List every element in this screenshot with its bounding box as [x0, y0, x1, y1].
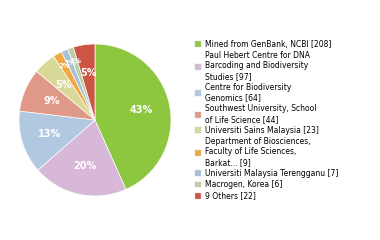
Wedge shape — [38, 120, 126, 196]
Wedge shape — [62, 49, 95, 120]
Wedge shape — [19, 111, 95, 170]
Wedge shape — [73, 44, 95, 120]
Legend: Mined from GenBank, NCBI [208], Paul Hebert Centre for DNA
Barcoding and Biodive: Mined from GenBank, NCBI [208], Paul Heb… — [194, 38, 339, 202]
Text: 20%: 20% — [73, 161, 97, 171]
Text: 1%: 1% — [64, 60, 76, 66]
Wedge shape — [36, 56, 95, 120]
Text: 1%: 1% — [69, 58, 81, 64]
Text: 5%: 5% — [55, 80, 72, 90]
Wedge shape — [54, 52, 95, 120]
Wedge shape — [68, 47, 95, 120]
Text: 43%: 43% — [130, 105, 153, 115]
Text: 9%: 9% — [43, 96, 60, 106]
Wedge shape — [95, 44, 171, 189]
Text: 5%: 5% — [80, 68, 97, 78]
Text: 13%: 13% — [38, 129, 62, 139]
Wedge shape — [19, 72, 95, 120]
Text: 2%: 2% — [58, 63, 70, 69]
